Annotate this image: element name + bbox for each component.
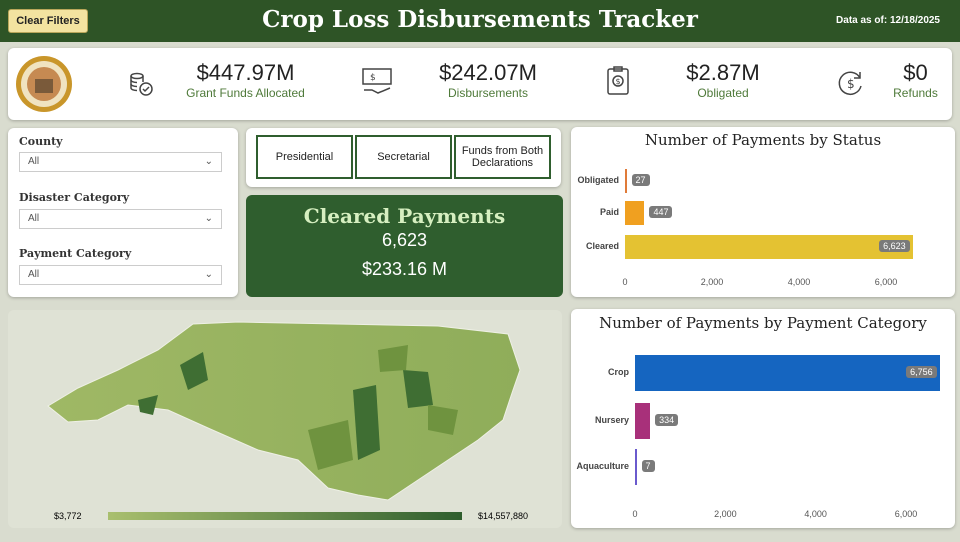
disbursements-label: Disbursements	[447, 86, 529, 100]
chevron-down-icon: ⌄	[204, 156, 213, 167]
page-title: Crop Loss Disbursements Tracker	[262, 6, 698, 33]
payment-category-select[interactable]: All ⌄	[19, 265, 222, 285]
disaster-category-label: Disaster Category	[19, 191, 130, 204]
category-label: Cleared	[585, 241, 619, 251]
refunds-value: $0	[903, 60, 928, 85]
chevron-down-icon: ⌄	[204, 213, 213, 224]
x-tick-label: 6,000	[894, 509, 918, 519]
obligated-value: $2.87M	[686, 60, 760, 85]
data-as-of: Data as of: 12/18/2025	[836, 15, 940, 26]
kpi-card: $447.97M Grant Funds Allocated $ $242.07M…	[8, 48, 952, 120]
presidential-button[interactable]: Presidential	[256, 135, 353, 179]
cleared-count: 6,623	[381, 230, 428, 250]
refunds-label: Refunds	[893, 86, 938, 100]
category-chart-card: Number of Payments by Payment Category C…	[571, 309, 955, 528]
x-tick-label: 2,000	[700, 277, 724, 287]
clear-filters-button[interactable]: Clear Filters	[8, 9, 88, 33]
x-tick-label: 0	[632, 509, 638, 519]
nc-county-map	[47, 321, 521, 520]
disbursements-value: $242.07M	[439, 60, 537, 85]
county-map-panel: $3,772 $14,557,880	[8, 310, 562, 528]
category-label: Nursery	[594, 415, 629, 425]
clipboard-dollar-icon: $	[607, 66, 629, 95]
chevron-down-icon: ⌄	[204, 269, 213, 280]
x-tick-label: 2,000	[714, 509, 737, 519]
legend-min: $3,772	[54, 511, 82, 521]
category-label: Paid	[599, 207, 619, 217]
bar-paid[interactable]	[625, 201, 645, 225]
x-tick-label: 4,000	[804, 509, 827, 519]
coins-icon	[130, 72, 153, 96]
county-label: County	[19, 135, 63, 148]
bar-cleared[interactable]	[625, 235, 914, 259]
x-tick-label: 0	[622, 277, 628, 287]
svg-text:$: $	[370, 73, 376, 83]
grant-funds-label: Grant Funds Allocated	[186, 86, 305, 100]
filters-card: County All ⌄ Disaster Category All ⌄ Payme…	[8, 128, 238, 297]
x-tick-label: 4,000	[787, 277, 811, 287]
data-label: 334	[655, 414, 679, 426]
payment-category-value: All	[28, 269, 40, 280]
grant-funds-value: $447.97M	[196, 60, 295, 85]
cash-hand-icon: $	[362, 68, 392, 94]
obligated-label: Obligated	[697, 86, 749, 100]
payment-category-label: Payment Category	[19, 247, 132, 260]
cleared-amount: $233.16 M	[361, 259, 448, 279]
header-bar	[0, 0, 960, 42]
category-label: Aquaculture	[576, 461, 629, 471]
county-value: All	[28, 156, 40, 167]
bar-obligated[interactable]	[625, 169, 627, 193]
category-label: Crop	[608, 367, 629, 377]
svg-text:$: $	[616, 77, 621, 86]
both-declarations-button[interactable]: Funds from Both Declarations	[454, 135, 551, 179]
bar-crop[interactable]	[635, 355, 941, 391]
legend-max: $14,557,880	[478, 511, 529, 521]
data-label: 447	[649, 206, 673, 218]
disaster-category-select[interactable]: All ⌄	[19, 209, 222, 229]
high-value-counties	[138, 352, 433, 460]
secretarial-button[interactable]: Secretarial	[355, 135, 452, 179]
cleared-title: Cleared Payments	[303, 204, 506, 228]
data-label: 6,623	[879, 240, 910, 252]
disaster-category-value: All	[28, 213, 40, 224]
chart-title: Number of Payments by Payment Category	[599, 314, 927, 332]
status-chart-card: Number of Payments by Status Obligated 27…	[571, 127, 955, 297]
category-label: Obligated	[577, 175, 619, 185]
refund-dollar-icon: $	[838, 71, 862, 95]
x-tick-label: 6,000	[874, 277, 898, 287]
cleared-payments-card: Cleared Payments 6,623 $233.16 M	[246, 195, 563, 297]
mid-value-counties	[308, 345, 458, 470]
state-seal-logo	[16, 56, 72, 112]
bar-nursery[interactable]	[635, 403, 651, 439]
bar-aquaculture[interactable]	[635, 449, 637, 485]
data-label: 6,756	[906, 366, 937, 378]
chart-title: Number of Payments by Status	[644, 131, 882, 149]
data-label: 7	[641, 460, 655, 472]
declaration-buttons-card: Presidential Secretarial Funds from Both…	[246, 128, 561, 187]
svg-text:$: $	[847, 77, 855, 91]
county-select[interactable]: All ⌄	[19, 152, 222, 172]
data-label: 27	[631, 174, 650, 186]
legend-gradient-bar	[108, 512, 462, 520]
